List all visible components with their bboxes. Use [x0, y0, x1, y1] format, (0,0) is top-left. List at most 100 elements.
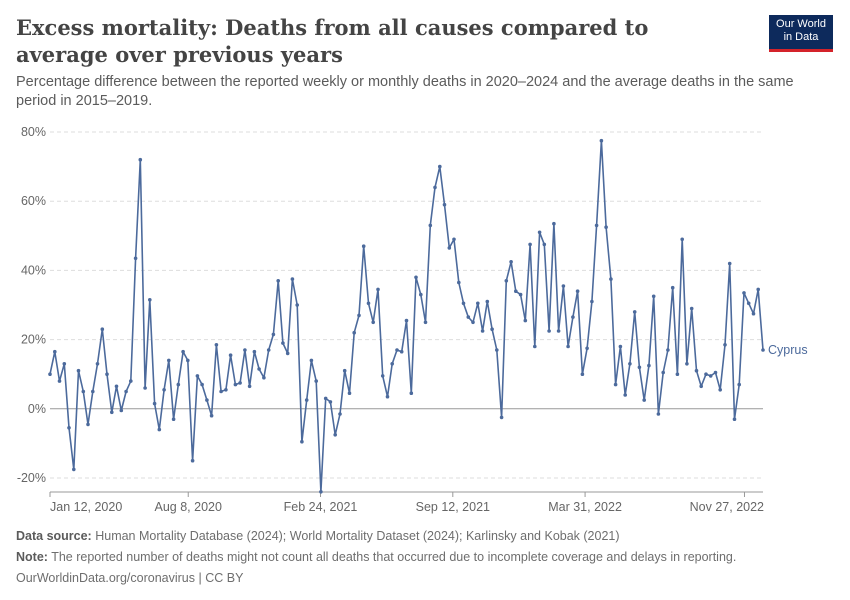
data-point [447, 246, 452, 250]
owid-logo[interactable]: Our World in Data [769, 15, 833, 52]
data-point [110, 410, 114, 415]
data-point [746, 301, 751, 306]
data-point [76, 368, 81, 373]
data-point [438, 164, 442, 169]
data-point [295, 303, 300, 307]
data-point [561, 284, 566, 288]
data-point [72, 467, 76, 472]
x-tick-label: Mar 31, 2022 [548, 500, 622, 514]
data-point [580, 372, 585, 377]
logo-line-2: in Data [783, 31, 819, 43]
data-point [585, 346, 589, 351]
data-point [628, 362, 632, 366]
y-tick-label: 0% [28, 402, 46, 416]
data-point [694, 368, 699, 373]
note-line: Note: The reported number of deaths migh… [16, 549, 736, 565]
data-point [366, 301, 371, 306]
data-point [609, 277, 613, 281]
data-point [333, 433, 338, 437]
x-tick-label: Aug 8, 2020 [155, 500, 222, 514]
data-point [376, 287, 380, 292]
data-point [647, 363, 651, 368]
data-source-line: Data source: Human Mortality Database (2… [16, 528, 620, 544]
data-point [352, 330, 357, 335]
data-point [732, 417, 737, 422]
data-point [309, 358, 314, 363]
data-point [594, 223, 599, 228]
data-source-label: Data source: [16, 529, 92, 543]
data-point [547, 329, 551, 333]
data-point [666, 348, 670, 352]
data-point [285, 351, 290, 356]
line-chart: -20% 0% 20% 40% 60% 80% Jan 12, 2020 Aug 8, 20… [17, 125, 808, 514]
y-tick-label: 20% [21, 333, 46, 347]
data-point [224, 388, 228, 392]
data-point [713, 370, 718, 375]
data-point [699, 384, 703, 389]
data-point [300, 439, 304, 444]
data-point [675, 372, 680, 377]
data-point [556, 329, 561, 333]
data-point [119, 408, 124, 413]
data-point [57, 379, 62, 383]
data-point [86, 422, 90, 427]
data-point [176, 382, 181, 387]
data-point [514, 289, 518, 293]
series-line-cyprus [49, 139, 764, 493]
x-tick-label: Sep 12, 2021 [416, 500, 490, 514]
data-point [518, 292, 523, 297]
data-point [252, 349, 257, 354]
data-point [395, 348, 399, 352]
data-point [723, 343, 727, 347]
data-point [490, 327, 494, 331]
data-point [485, 299, 490, 304]
data-point [428, 223, 433, 228]
data-point [91, 389, 95, 394]
data-point [727, 261, 732, 266]
data-point [129, 379, 133, 383]
data-point [62, 362, 67, 366]
data-point [314, 379, 319, 383]
data-point [599, 138, 604, 143]
data-point [704, 372, 708, 377]
data-point [680, 237, 684, 242]
y-tick-label: 80% [21, 125, 46, 139]
data-point [233, 382, 238, 387]
data-point [399, 349, 404, 354]
data-point [575, 289, 580, 293]
data-point [200, 382, 204, 387]
data-point [685, 362, 689, 366]
data-point [342, 368, 347, 373]
data-point [181, 349, 185, 354]
data-point [328, 400, 333, 404]
data-point [708, 374, 713, 378]
data-point [186, 358, 190, 363]
data-point [499, 415, 504, 420]
note-label: Note: [16, 550, 48, 564]
data-point [433, 185, 437, 190]
data-point [452, 237, 456, 242]
data-point [214, 343, 219, 347]
data-point [319, 490, 323, 494]
series-layer[interactable]: Cyprus [48, 138, 808, 494]
data-point [281, 341, 285, 345]
data-point [95, 362, 100, 366]
data-source-text: Human Mortality Database (2024); World M… [95, 529, 620, 543]
data-point [124, 389, 128, 394]
data-point [190, 458, 195, 463]
data-point [542, 242, 547, 247]
data-point [471, 320, 475, 325]
data-point [509, 260, 513, 264]
data-point [651, 294, 656, 299]
data-point [409, 391, 414, 396]
data-point [632, 310, 637, 314]
data-point [323, 396, 328, 401]
data-point [718, 388, 722, 392]
data-point [761, 348, 765, 352]
data-point [461, 301, 466, 306]
chart-subtitle: Percentage difference between the report… [16, 74, 794, 109]
data-point [571, 315, 575, 319]
data-point [100, 327, 105, 331]
source-url[interactable]: OurWorldinData.org/coronavirus | CC BY [16, 571, 244, 585]
data-point [385, 394, 390, 399]
